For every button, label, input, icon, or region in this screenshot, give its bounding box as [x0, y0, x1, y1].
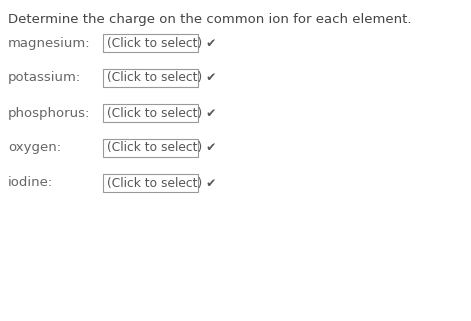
Text: oxygen:: oxygen:	[8, 142, 61, 154]
Text: magnesium:: magnesium:	[8, 37, 90, 49]
Text: potassium:: potassium:	[8, 72, 81, 84]
Text: (Click to select) ✔: (Click to select) ✔	[107, 72, 216, 84]
Text: (Click to select) ✔: (Click to select) ✔	[107, 37, 216, 49]
Bar	[103, 69, 198, 87]
Bar	[103, 174, 198, 192]
Text: iodine:: iodine:	[8, 177, 53, 189]
Text: Determine the charge on the common ion for each element.: Determine the charge on the common ion f…	[8, 13, 412, 26]
Bar	[103, 34, 198, 52]
Text: (Click to select) ✔: (Click to select) ✔	[107, 177, 216, 189]
Bar	[103, 104, 198, 122]
Text: (Click to select) ✔: (Click to select) ✔	[107, 107, 216, 119]
Text: phosphorus:: phosphorus:	[8, 107, 90, 119]
Bar	[103, 139, 198, 157]
Text: (Click to select) ✔: (Click to select) ✔	[107, 142, 216, 154]
